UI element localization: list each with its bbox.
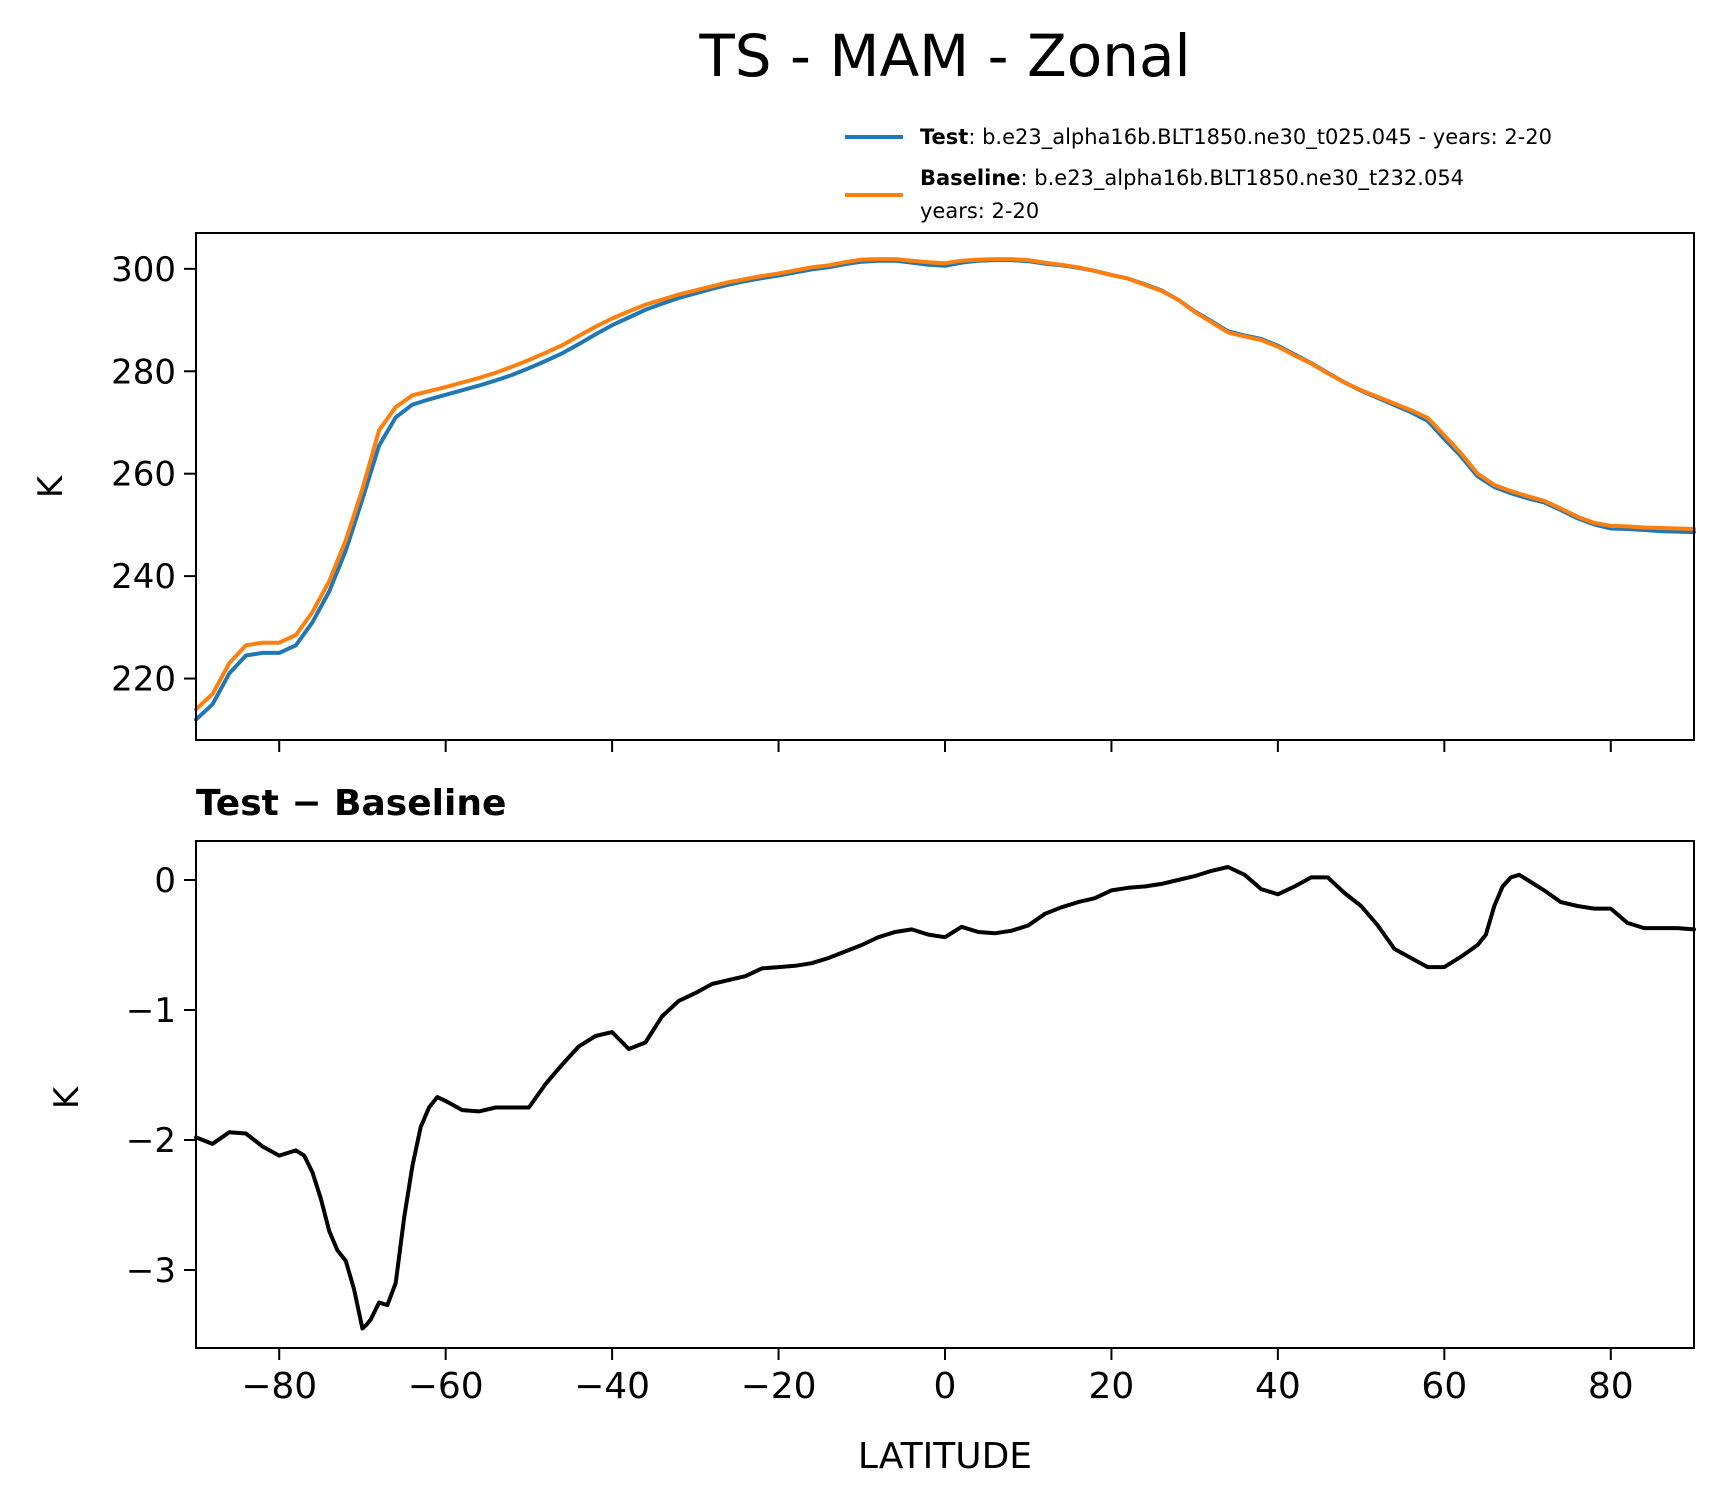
x-tick-label: 60 — [1421, 1366, 1467, 1407]
x-tick-label: −20 — [741, 1366, 817, 1407]
top-y-tick-label: 280 — [111, 352, 176, 392]
bottom-ylabel: K — [47, 1085, 87, 1109]
bottom-y-tick-label: −2 — [126, 1121, 176, 1161]
x-tick-label: −60 — [408, 1366, 484, 1407]
top-panel: 220 240 260 280 300 K — [31, 232, 1696, 752]
legend-test-label: Test: b.e23_alpha16b.BLT1850.ne30_t025.0… — [920, 125, 1552, 150]
bottom-y-tick-label: −1 — [126, 991, 176, 1031]
bottom-panel-title: Test − Baseline — [196, 783, 506, 824]
legend-baseline-label: Baseline: b.e23_alpha16b.BLT1850.ne30_t2… — [920, 166, 1464, 191]
top-x-ticks — [278, 740, 1612, 752]
top-series — [194, 257, 1696, 722]
bottom-y-ticks: −3 −2 −1 0 — [126, 861, 196, 1291]
legend: Test: b.e23_alpha16b.BLT1850.ne30_t025.0… — [845, 125, 1552, 223]
top-y-tick-label: 220 — [111, 660, 176, 700]
x-tick-label: −80 — [241, 1366, 317, 1407]
top-series-baseline — [194, 257, 1696, 712]
top-y-ticks: 220 240 260 280 300 — [111, 250, 196, 700]
x-tick-label: 0 — [934, 1366, 957, 1407]
top-y-tick-label: 240 — [111, 557, 176, 597]
legend-baseline-years: years: 2-20 — [920, 199, 1039, 223]
x-tick-label: 80 — [1588, 1366, 1634, 1407]
bottom-panel: Test − Baseline −80 −60 −40 −20 0 20 40 60 80 −3… — [47, 783, 1696, 1477]
top-ylabel: K — [31, 474, 71, 498]
legend-test-name: Test — [920, 125, 968, 149]
x-tick-label: 40 — [1255, 1366, 1301, 1407]
x-tick-label: 20 — [1089, 1366, 1135, 1407]
bottom-series-test-baseline — [194, 865, 1696, 1331]
top-y-tick-label: 260 — [111, 455, 176, 495]
top-axes-frame — [195, 232, 1695, 741]
legend-baseline-desc: : b.e23_alpha16b.BLT1850.ne30_t232.054 — [1021, 166, 1465, 191]
legend-baseline-name: Baseline — [920, 166, 1021, 190]
x-tick-label: −40 — [574, 1366, 650, 1407]
figure-title: TS - MAM - Zonal — [698, 22, 1190, 90]
bottom-x-ticks: −80 −60 −40 −20 0 20 40 60 80 — [241, 1348, 1634, 1407]
top-y-tick-label: 300 — [111, 250, 176, 290]
bottom-axes-frame — [195, 840, 1695, 1349]
bottom-y-tick-label: −3 — [126, 1251, 176, 1291]
legend-test-desc: : b.e23_alpha16b.BLT1850.ne30_t025.045 -… — [968, 125, 1552, 150]
bottom-y-tick-label: 0 — [154, 861, 176, 901]
bottom-series — [194, 865, 1696, 1331]
top-series-test — [194, 258, 1696, 722]
x-axis-label: LATITUDE — [858, 1436, 1032, 1477]
